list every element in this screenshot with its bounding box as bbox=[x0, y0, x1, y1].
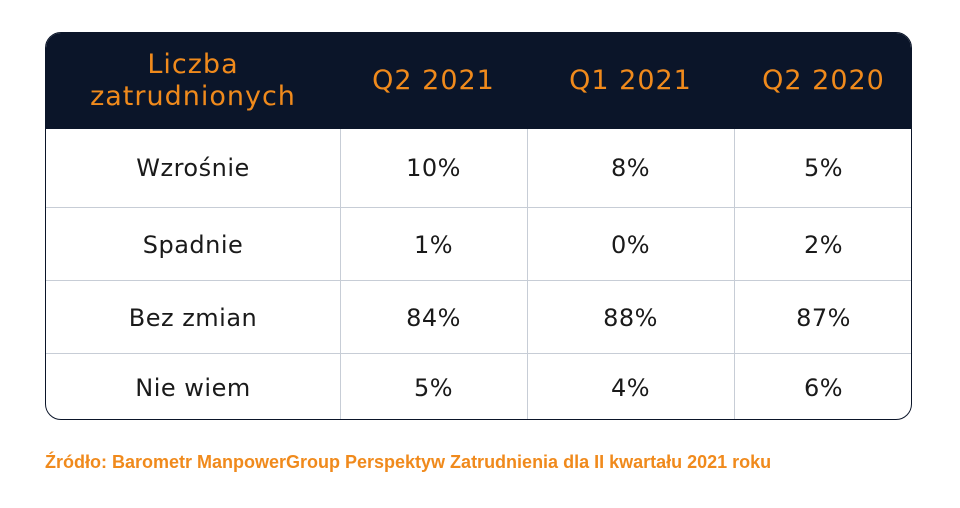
row-label: Spadnie bbox=[142, 230, 244, 259]
column-divider bbox=[527, 129, 528, 419]
header-category-line2: zatrudnionych bbox=[90, 81, 296, 112]
table-cell: 5% bbox=[803, 154, 844, 182]
row-label: Nie wiem bbox=[135, 374, 251, 402]
header-cell-q2-2021: Q2 2021 bbox=[372, 64, 495, 96]
header-cell-category: Liczba zatrudnionych bbox=[46, 33, 340, 129]
table-cell: 8% bbox=[610, 154, 651, 182]
table-cell: 87% bbox=[796, 303, 851, 332]
column-divider bbox=[340, 129, 341, 419]
table-cell: 5% bbox=[413, 374, 454, 402]
row-label: Wzrośnie bbox=[136, 154, 250, 182]
table-row: Bez zmian 84% 88% 87% bbox=[46, 280, 911, 354]
table-cell: 1% bbox=[413, 230, 454, 259]
table-cell: 4% bbox=[610, 374, 651, 402]
column-divider bbox=[734, 129, 735, 419]
table-cell: 10% bbox=[406, 154, 461, 182]
table-row: Nie wiem 5% 4% 6% bbox=[46, 353, 911, 419]
table-cell: 88% bbox=[603, 303, 658, 332]
row-label: Bez zmian bbox=[128, 303, 258, 332]
table-header: Liczba zatrudnionych Q2 2021 Q1 2021 Q2 … bbox=[46, 33, 911, 129]
header-cell-q1-2021: Q1 2021 bbox=[569, 64, 692, 96]
header-category-line1: Liczba bbox=[147, 48, 239, 80]
table-cell: 0% bbox=[610, 230, 651, 259]
table-cell: 6% bbox=[803, 374, 844, 402]
table-row: Spadnie 1% 0% 2% bbox=[46, 207, 911, 281]
table-row: Wzrośnie 10% 8% 5% bbox=[46, 129, 911, 207]
employment-table: Liczba zatrudnionych Q2 2021 Q1 2021 Q2 … bbox=[45, 32, 912, 420]
table-cell: 84% bbox=[406, 303, 461, 332]
header-cell-q2-2020: Q2 2020 bbox=[762, 64, 885, 96]
table-cell: 2% bbox=[803, 230, 844, 259]
source-note: Źródło: Barometr ManpowerGroup Perspekty… bbox=[45, 452, 772, 472]
